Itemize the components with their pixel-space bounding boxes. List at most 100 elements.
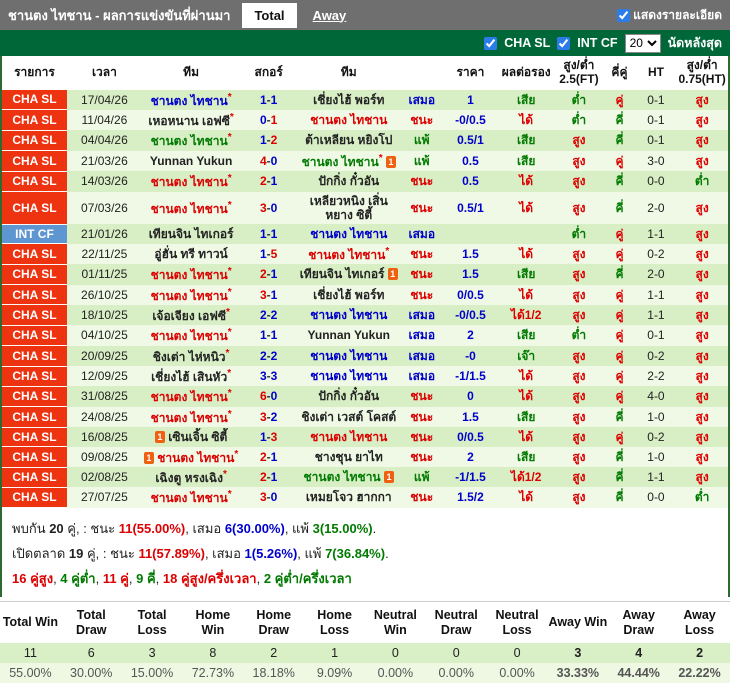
handicap-result-cell: เสีย bbox=[497, 130, 555, 151]
odd-even-cell: คู่ bbox=[603, 345, 636, 367]
handicap-result-cell: เสีย bbox=[497, 89, 555, 110]
over-under-ft-cell: สูง bbox=[554, 171, 604, 192]
stats-table: Total Win Total Draw Total Loss Home Win Hom… bbox=[0, 604, 730, 684]
over-under-ft-cell: สูง bbox=[554, 366, 604, 387]
summary-line-handicap: เปิดตลาด 19 คู่, : ชนะ 11(57.89%), เสมอ … bbox=[12, 543, 718, 564]
cha-sl-checkbox[interactable] bbox=[484, 36, 498, 50]
handicap-result-cell: ได้ bbox=[497, 366, 555, 387]
over-under-ht-cell: สูง bbox=[676, 284, 728, 305]
odd-even-cell: คู่ bbox=[603, 284, 636, 305]
column-header: ทีม bbox=[141, 56, 241, 90]
home-goals: 1 bbox=[259, 328, 267, 343]
result-cell: แพ้ bbox=[400, 150, 444, 172]
date-cell: 02/08/25 bbox=[66, 467, 142, 488]
odd-even-cell: คู่ bbox=[603, 243, 636, 265]
stats-count-cell: 1 bbox=[304, 642, 365, 664]
table-row: CHA SL 24/08/25 ชานตง ไทชาน* 3-2 ชิงเต่า เวส… bbox=[2, 406, 728, 428]
ht-score-cell: 2-0 bbox=[635, 264, 677, 285]
handicap-result-cell: เสีย bbox=[497, 325, 555, 346]
home-goals: 1 bbox=[259, 429, 267, 444]
score-dash: - bbox=[266, 307, 271, 322]
over-under-ht-cell: สูง bbox=[676, 325, 728, 346]
odd-even-cell: คี่ bbox=[603, 487, 636, 508]
over-under-ht-cell: สูง bbox=[676, 243, 728, 265]
over-under-ht-cell: สูง bbox=[676, 366, 728, 387]
team-name: Yunnan Yukun bbox=[149, 153, 233, 168]
away-team-cell: เชี่ยงไฮ้ พอร์ท bbox=[297, 89, 401, 110]
ht-score-cell: 0-0 bbox=[635, 171, 677, 192]
ht-score-cell: 0-1 bbox=[635, 89, 677, 110]
away-goals: 0 bbox=[270, 389, 278, 404]
result-text: เสมอ bbox=[408, 348, 436, 363]
result-cell: เสมอ bbox=[400, 345, 444, 367]
odd-even-cell: คี่ bbox=[603, 130, 636, 151]
summary-segment: , bbox=[95, 571, 103, 587]
over-under-ft-cell: สูง bbox=[554, 487, 604, 508]
price-cell: 0/0.5 bbox=[443, 427, 498, 447]
over-under-ht-cell: สูง bbox=[676, 406, 728, 428]
home-goals: 2 bbox=[259, 267, 267, 282]
odd-even-cell: คู่ bbox=[603, 150, 636, 172]
result-text: ชนะ bbox=[410, 490, 434, 505]
away-goals: 3 bbox=[270, 369, 278, 384]
summary-segment: . bbox=[372, 521, 377, 537]
home-team-cell: ชานตง ไทชาน* bbox=[141, 171, 241, 192]
league-cell: CHA SL bbox=[2, 467, 67, 488]
home-goals: 2 bbox=[259, 174, 267, 189]
tab-total[interactable]: Total bbox=[242, 2, 297, 28]
handicap-result-cell: ได้ bbox=[497, 191, 555, 225]
score-dash: - bbox=[266, 449, 271, 464]
table-row: CHA SL 16/08/25 1 เซินเจิ้น ซิตี้ 1-3 ชานตง … bbox=[2, 427, 728, 448]
stats-percent-cell: 44.44% bbox=[608, 663, 670, 684]
ht-score-cell: 2-0 bbox=[635, 191, 677, 225]
league-cell: CHA SL bbox=[2, 325, 67, 347]
result-cell: เสมอ bbox=[400, 366, 444, 387]
red-card-icon: 1 bbox=[387, 268, 398, 281]
show-details-toggle[interactable]: แสดงรายละเอียด bbox=[617, 6, 722, 25]
score-cell: 2-1 bbox=[240, 446, 298, 468]
away-goals: 1 bbox=[270, 267, 278, 282]
team-name: ชานตง ไทชาน bbox=[150, 288, 228, 303]
handicap-result-cell: เจ๊า bbox=[497, 345, 555, 367]
price-cell: 1.5 bbox=[443, 243, 498, 265]
over-under-ft-cell: สูง bbox=[554, 304, 604, 326]
home-goals: 1 bbox=[259, 246, 267, 261]
team-name: เทียนจิน ไทเกอร์ bbox=[148, 226, 234, 241]
int-cf-label: INT CF bbox=[577, 36, 618, 50]
date-cell: 14/03/26 bbox=[66, 171, 142, 192]
over-under-ht-cell: สูง bbox=[676, 467, 728, 488]
tab-away[interactable]: Away bbox=[312, 7, 347, 23]
home-team-cell: ชานตง ไทชาน* bbox=[141, 264, 241, 285]
home-goals: 4 bbox=[259, 153, 267, 168]
score-dash: - bbox=[266, 429, 271, 444]
home-team-cell: ชิงเต่า ไห่หนิว* bbox=[141, 345, 241, 367]
handicap-result-cell: ได้ bbox=[497, 427, 555, 447]
team-name: ชานตง ไทชาน bbox=[150, 390, 228, 405]
column-header: HT bbox=[635, 56, 677, 90]
score-cell: 4-0 bbox=[240, 150, 298, 172]
date-cell: 17/04/26 bbox=[66, 89, 142, 110]
home-star: * bbox=[227, 388, 232, 400]
date-cell: 31/08/25 bbox=[66, 386, 142, 407]
odd-even-cell: คี่ bbox=[603, 264, 636, 285]
result-text: แพ้ bbox=[413, 153, 430, 168]
score-dash: - bbox=[266, 287, 271, 302]
stats-count-cell: 3 bbox=[121, 642, 183, 664]
summary-section: พบกัน 20 คู่, : ชนะ 11(55.00%), เสมอ 6(3… bbox=[0, 508, 730, 598]
home-goals: 2 bbox=[259, 348, 267, 363]
league-cell: CHA SL bbox=[2, 109, 67, 131]
ht-score-cell: 0-2 bbox=[635, 243, 677, 265]
stats-count-cell: 0 bbox=[425, 642, 487, 664]
table-row: CHA SL 14/03/26 ชานตง ไทชาน* 2-1 ปักกิ่ง กั๋… bbox=[2, 171, 728, 193]
recent-matches-select[interactable]: 20 bbox=[624, 33, 661, 53]
over-under-ft-cell: สูง bbox=[554, 150, 604, 172]
show-details-checkbox[interactable] bbox=[617, 8, 631, 22]
odd-even-cell: คี่ bbox=[603, 171, 636, 192]
home-star: * bbox=[229, 111, 234, 123]
stats-count-cell: 2 bbox=[243, 642, 305, 664]
over-under-ht-cell: สูง bbox=[676, 264, 728, 285]
summary-segment: 19 bbox=[68, 546, 84, 562]
int-cf-checkbox[interactable] bbox=[557, 36, 571, 50]
home-star: * bbox=[227, 286, 232, 298]
result-text: ชนะ bbox=[410, 449, 434, 464]
